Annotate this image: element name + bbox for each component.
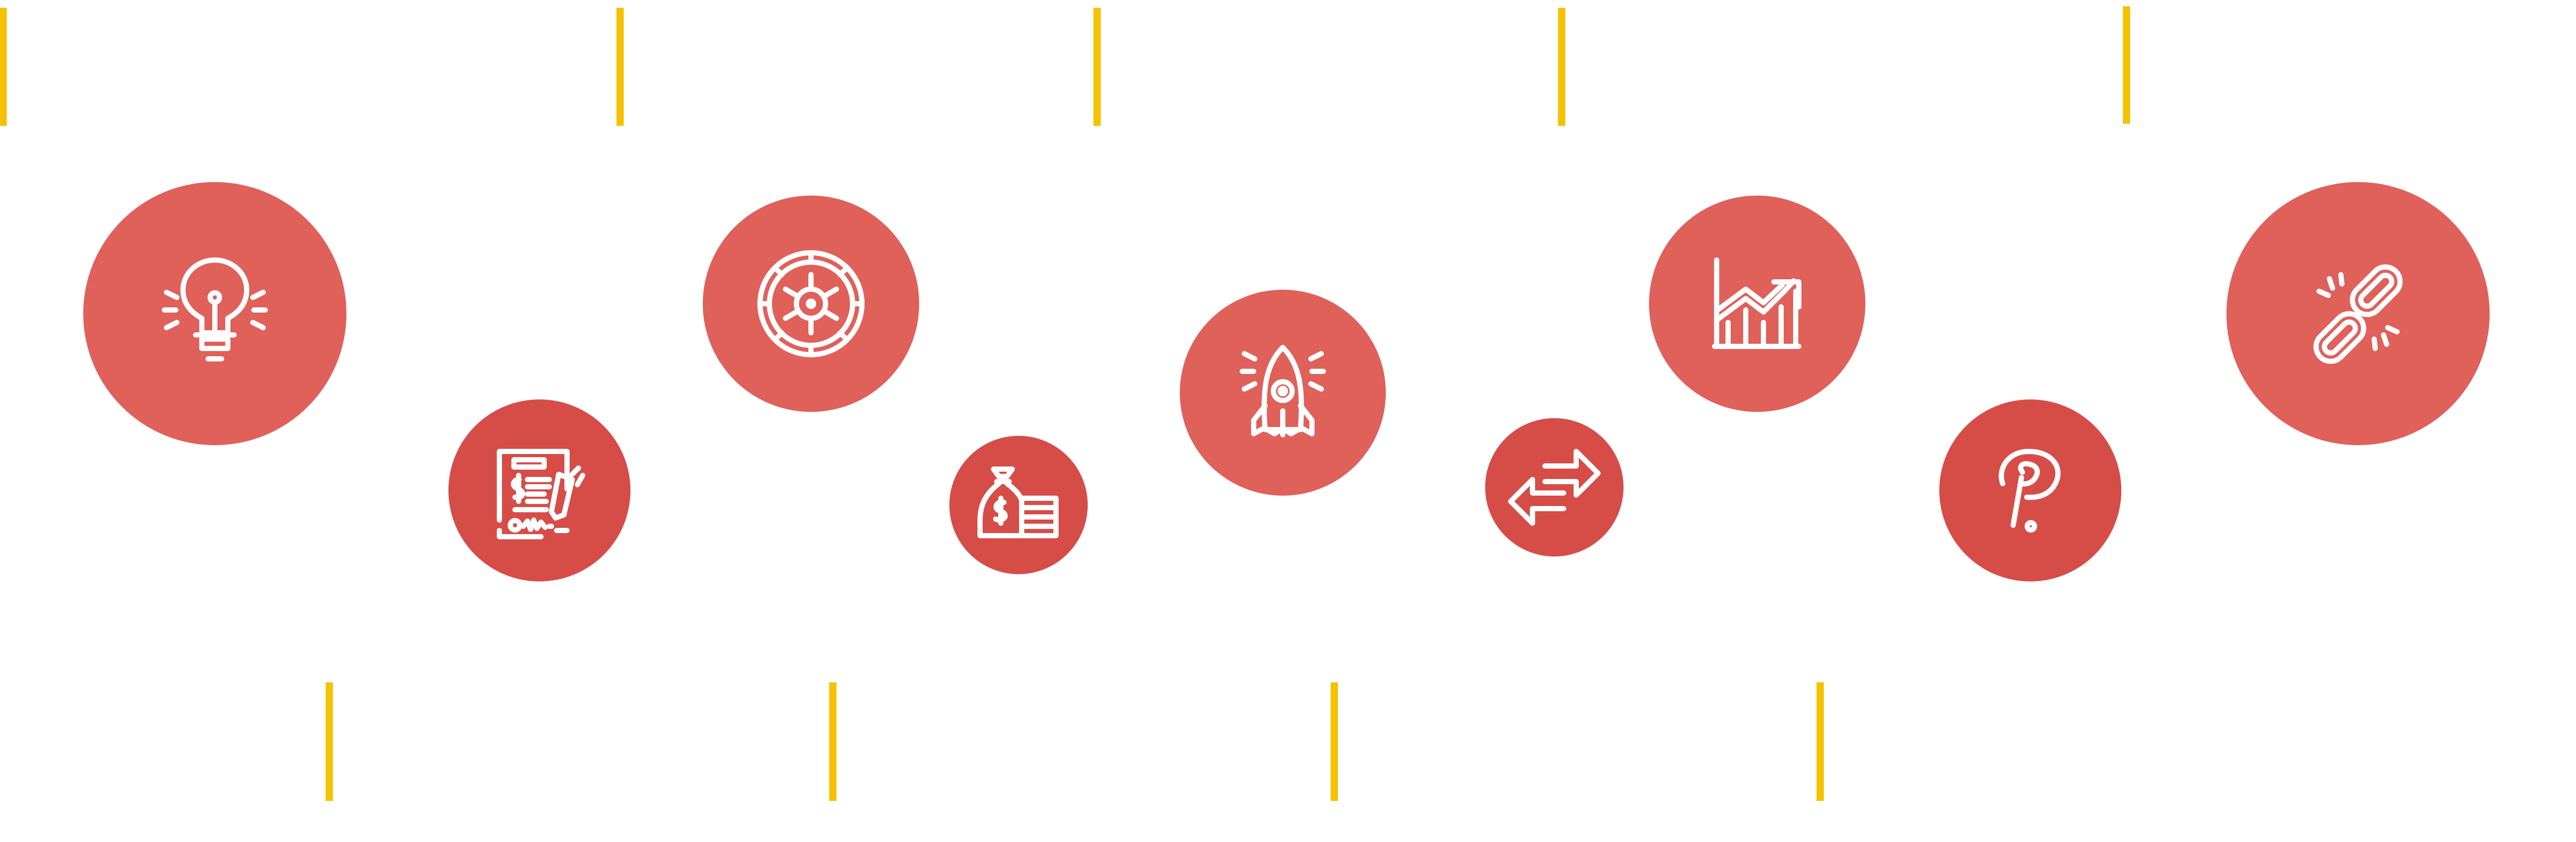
- lightbulb-icon: [162, 257, 268, 361]
- node-circle-money: [949, 436, 1088, 574]
- node-circle-growth: [1649, 196, 1865, 412]
- bottom-connector-group: [326, 682, 1824, 801]
- contract-icon: [497, 449, 585, 539]
- money-bag-icon: [977, 467, 1059, 538]
- growth-chart-icon: [1712, 257, 1801, 349]
- node-circle-paypal: [1939, 399, 2121, 581]
- broken-link-icon: [2313, 264, 2403, 364]
- rocket-icon: [1240, 345, 1326, 437]
- exchange-arrows-icon: [1508, 449, 1601, 526]
- node-circle-exchange: [1485, 418, 1624, 556]
- paypal-icon: [1999, 449, 2061, 533]
- top-connector-group: [0, 6, 2130, 126]
- roulette-wheel-icon: [757, 250, 865, 357]
- node-circle-contract: [448, 399, 630, 581]
